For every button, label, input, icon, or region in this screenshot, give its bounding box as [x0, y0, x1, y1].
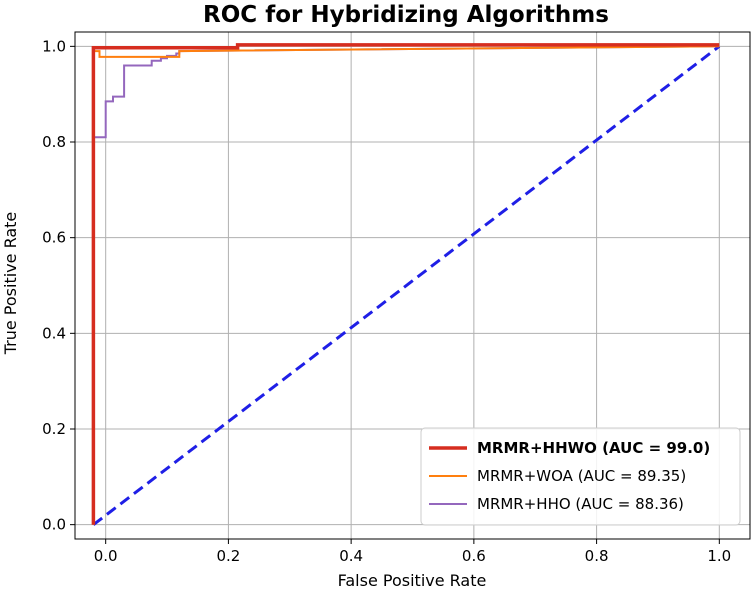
y-tick-label: 0.8 [42, 133, 66, 151]
plot-frame [74, 31, 751, 540]
y-tick-label: 0.6 [42, 229, 66, 247]
series-line-2 [92, 45, 720, 525]
x-tick-label: 0.4 [339, 547, 363, 565]
y-tick-label: 0.0 [42, 516, 66, 534]
plot-data [91, 43, 721, 526]
legend-box [420, 427, 741, 526]
y-axis-label: True Positive Rate [1, 212, 20, 356]
series-line-0 [91, 43, 720, 525]
legend-label-2: MRMR+HHO (AUC = 88.36) [477, 495, 684, 513]
y-tick-label: 1.0 [42, 37, 66, 55]
legend-label-0: MRMR+HHWO (AUC = 99.0) [477, 439, 710, 457]
legend-label-1: MRMR+WOA (AUC = 89.35) [477, 467, 686, 485]
y-tick-label: 0.2 [42, 420, 66, 438]
chart-title: ROC for Hybridizing Algorithms [203, 2, 609, 28]
x-tick-label: 0.6 [462, 547, 486, 565]
x-axis-label: False Positive Rate [338, 571, 487, 590]
x-tick-label: 1.0 [707, 547, 731, 565]
x-tick-label: 0.8 [585, 547, 609, 565]
x-tick-label: 0.2 [216, 547, 240, 565]
legend: MRMR+HHWO (AUC = 99.0) MRMR+WOA (AUC = 89… [420, 427, 741, 526]
reference-diagonal-line [92, 45, 721, 526]
axis-ticks: 0.0 0.2 0.4 0.6 0.8 1.0 0.0 0.2 0.4 0.6 0.8 1.0 [42, 37, 731, 565]
y-tick-label: 0.4 [42, 324, 66, 342]
x-tick-label: 0.0 [94, 547, 118, 565]
